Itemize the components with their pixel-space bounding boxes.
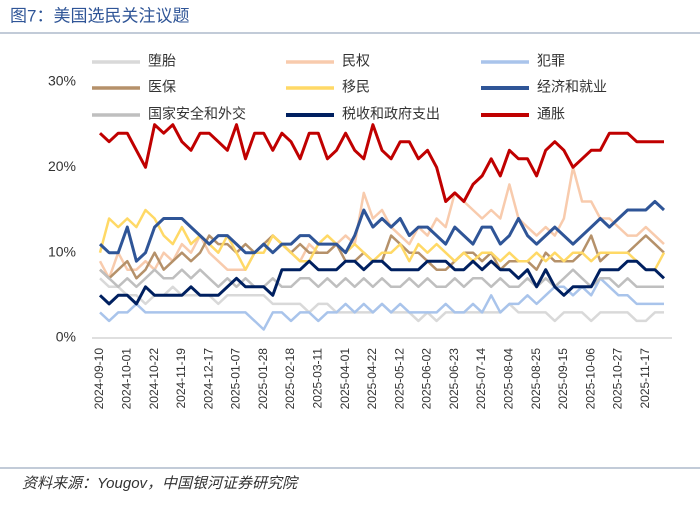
legend-label: 堕胎 <box>148 53 176 69</box>
legend-label: 医保 <box>148 79 176 95</box>
source: 资料来源：Yougov，中国银河证券研究院 <box>22 475 299 492</box>
x-tick-label: 2025-08-25 <box>529 348 543 410</box>
x-tick-label: 2024-11-19 <box>174 348 188 409</box>
legend-label: 国家安全和外交 <box>148 106 246 122</box>
series-line <box>98 123 664 203</box>
x-tick-label: 2025-10-06 <box>583 348 597 410</box>
x-tick-label: 2025-10-27 <box>611 348 625 410</box>
legend-label: 税收和政府支出 <box>342 106 440 122</box>
x-tick-label: 2025-11-17 <box>638 348 652 409</box>
y-tick-label: 30% <box>48 73 76 89</box>
x-tick-label: 2025-06-23 <box>447 348 461 410</box>
y-tick-label: 10% <box>48 243 76 259</box>
x-tick-label: 2025-02-18 <box>283 348 297 410</box>
series-line <box>98 166 665 280</box>
x-tick-label: 2025-06-02 <box>420 348 434 410</box>
x-tick-label: 2024-10-01 <box>119 348 133 410</box>
x-tick-label: 2025-03-11 <box>310 348 324 409</box>
chart-title: 图7：美国选民关注议题 <box>10 6 189 25</box>
series-line <box>98 208 666 271</box>
legend-label: 民权 <box>342 53 370 69</box>
x-tick-label: 2025-04-22 <box>365 348 379 410</box>
y-tick-label: 20% <box>48 158 76 174</box>
x-tick-label: 2024-10-22 <box>147 348 161 410</box>
series-line <box>99 277 664 323</box>
x-tick-label: 2025-04-01 <box>338 348 352 410</box>
x-tick-label: 2024-12-17 <box>201 348 215 410</box>
x-tick-label: 2025-01-28 <box>256 348 270 410</box>
series-line <box>98 259 666 306</box>
legend-label: 经济和就业 <box>537 79 607 95</box>
series-line <box>99 268 664 289</box>
x-tick-label: 2025-09-15 <box>556 348 570 410</box>
x-tick-label: 2025-08-04 <box>502 348 516 410</box>
legend-label: 移民 <box>342 79 370 95</box>
x-tick-label: 2025-05-12 <box>392 348 406 410</box>
legend-label: 通胀 <box>537 106 565 122</box>
x-tick-label: 2025-07-14 <box>474 348 488 410</box>
series-line <box>99 277 664 331</box>
x-tick-label: 2025-01-07 <box>229 348 243 410</box>
x-tick-label: 2024-09-10 <box>92 348 106 410</box>
legend-label: 犯罪 <box>537 53 565 69</box>
y-tick-label: 0% <box>56 329 76 345</box>
series-line <box>98 200 666 263</box>
